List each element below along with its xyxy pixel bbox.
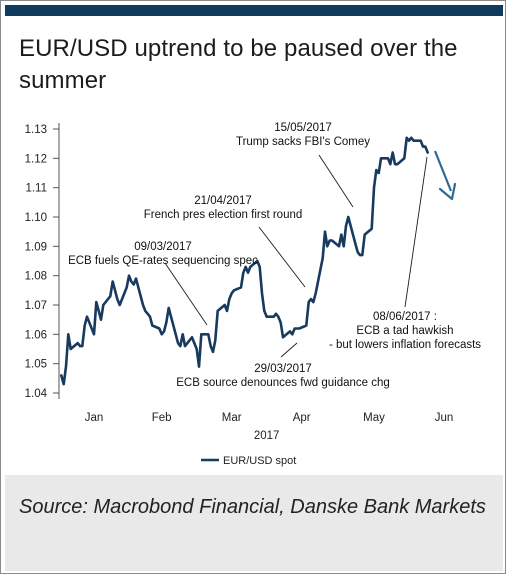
y-tick-label: 1.05 [25,359,47,371]
annotation-pointer-line [258,226,306,288]
annotations: 15/05/2017 Trump sacks FBI's Comey 21/04/2… [68,122,481,389]
page-title: EUR/USD uptrend to be paused over the su… [19,35,458,94]
annotation-pointer-line [404,156,428,308]
y-axis: 1.04 1.05 1.06 1.07 1.08 1.09 1.10 1.11 1.12 1.13 [25,123,60,400]
annotation-text: 21/04/2017 [194,195,252,207]
source-note: Source: Macrobond Financial, Danske Bank… [19,496,486,518]
x-tick-label: Jun [435,412,454,424]
x-axis-label: 2017 [254,430,280,442]
forecast-arrow [433,150,457,201]
annotation-text: ECB source denounces fwd guidance chg [176,377,390,389]
source-footer: Source: Macrobond Financial, Danske Bank… [5,475,503,571]
y-tick-label: 1.09 [25,241,47,253]
legend-label: EUR/USD spot [223,455,296,467]
y-tick-label: 1.10 [25,212,47,224]
y-tick-label: 1.06 [25,329,47,341]
legend: EUR/USD spot [201,455,296,467]
annotation-text: ECB a tad hawkish [356,325,453,337]
y-tick-label: 1.12 [25,153,47,165]
annotation-text: 09/03/2017 [134,241,192,253]
forecast-arrow-shaft [433,150,453,192]
annotation-pointer-line [318,154,354,208]
x-tick-label: May [363,412,385,424]
y-tick-label: 1.07 [25,300,47,312]
accent-bar [5,5,503,16]
annotation-text: 29/03/2017 [254,363,312,375]
annotation-pointer-line [280,342,298,358]
annotation-pointer-line [164,262,208,326]
line-chart: 1.04 1.05 1.06 1.07 1.08 1.09 1.10 1.11 1.12 1.13… [25,122,482,467]
x-axis: Jan Feb Mar Apr May Jun 2017 [85,412,454,442]
y-tick-label: 1.04 [25,388,48,400]
annotation-pointers [164,154,428,358]
x-tick-label: Apr [293,412,311,424]
annotation-text: 08/06/2017 : [373,311,437,323]
annotation-text: ECB fuels QE-rates sequencing spec [68,255,258,267]
annotation-text: 15/05/2017 [274,122,332,134]
x-tick-label: Feb [152,412,172,424]
forecast-arrow-head [438,182,457,201]
series-line-eurusd-spot [60,136,429,386]
annotation-text: - but lowers inflation forecasts [329,339,481,351]
y-tick-label: 1.13 [25,124,47,136]
annotation-text: French pres election first round [144,209,303,221]
annotation-text: Trump sacks FBI's Comey [236,136,370,148]
y-tick-label: 1.08 [25,271,47,283]
y-tick-label: 1.11 [25,183,47,195]
x-tick-label: Jan [85,412,104,424]
x-tick-label: Mar [222,412,242,424]
